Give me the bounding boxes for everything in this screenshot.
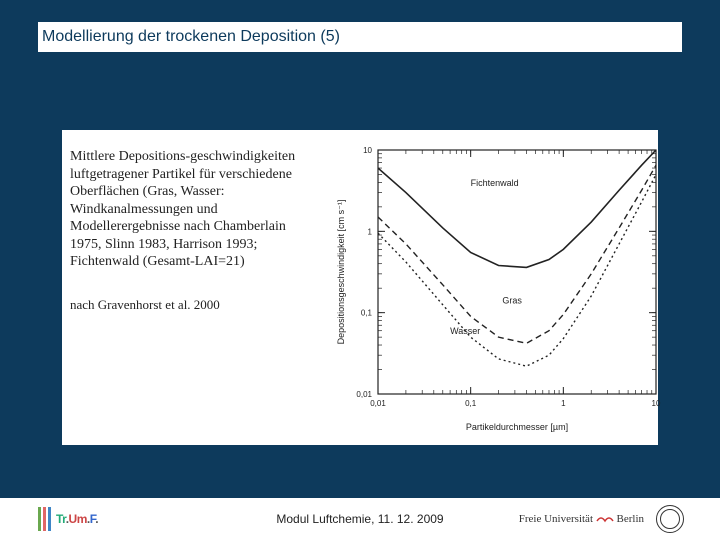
svg-text:1: 1 bbox=[368, 227, 373, 236]
description-panel: Mittlere Depositions-geschwindigkeiten l… bbox=[62, 130, 330, 445]
svg-text:1: 1 bbox=[561, 399, 566, 408]
logo-right: Freie Universität Berlin bbox=[519, 505, 684, 533]
svg-text:10: 10 bbox=[363, 146, 372, 155]
footer: Tr.Um.F. Modul Luftchemie, 11. 12. 2009 … bbox=[0, 498, 720, 540]
title-bar: Modellierung der trockenen Deposition (5… bbox=[38, 22, 682, 52]
slide-title: Modellierung der trockenen Deposition (5… bbox=[42, 28, 340, 46]
svg-text:Wasser: Wasser bbox=[450, 326, 480, 336]
svg-text:Depositionsgeschwindigkeit [cm: Depositionsgeschwindigkeit [cm s⁻¹] bbox=[336, 200, 346, 345]
content-box: Mittlere Depositions-geschwindigkeiten l… bbox=[62, 130, 658, 445]
chart-container: 0,01 0,1 1 10 0,01 0,1 1 10 Partikeldurchmesser … bbox=[330, 130, 658, 445]
slide: Modellierung der trockenen Deposition (5… bbox=[0, 0, 720, 540]
svg-text:Gras: Gras bbox=[502, 295, 522, 305]
svg-text:0,01: 0,01 bbox=[370, 399, 386, 408]
svg-text:Partikeldurchmesser [µm]: Partikeldurchmesser [µm] bbox=[466, 422, 568, 432]
svg-text:Fichtenwald: Fichtenwald bbox=[471, 178, 519, 188]
svg-text:0,1: 0,1 bbox=[465, 399, 477, 408]
description-text: Mittlere Depositions-geschwindigkeiten l… bbox=[70, 148, 320, 271]
fu-flame-icon bbox=[596, 513, 614, 523]
svg-text:0,1: 0,1 bbox=[361, 309, 373, 318]
seal-icon bbox=[656, 505, 684, 533]
svg-text:0,01: 0,01 bbox=[356, 390, 372, 399]
citation-text: nach Gravenhorst et al. 2000 bbox=[70, 297, 320, 313]
svg-text:10: 10 bbox=[652, 399, 661, 408]
university-name: Freie Universität Berlin bbox=[519, 513, 644, 525]
deposition-chart: 0,01 0,1 1 10 0,01 0,1 1 10 Partikeldurchmesser … bbox=[330, 136, 670, 436]
